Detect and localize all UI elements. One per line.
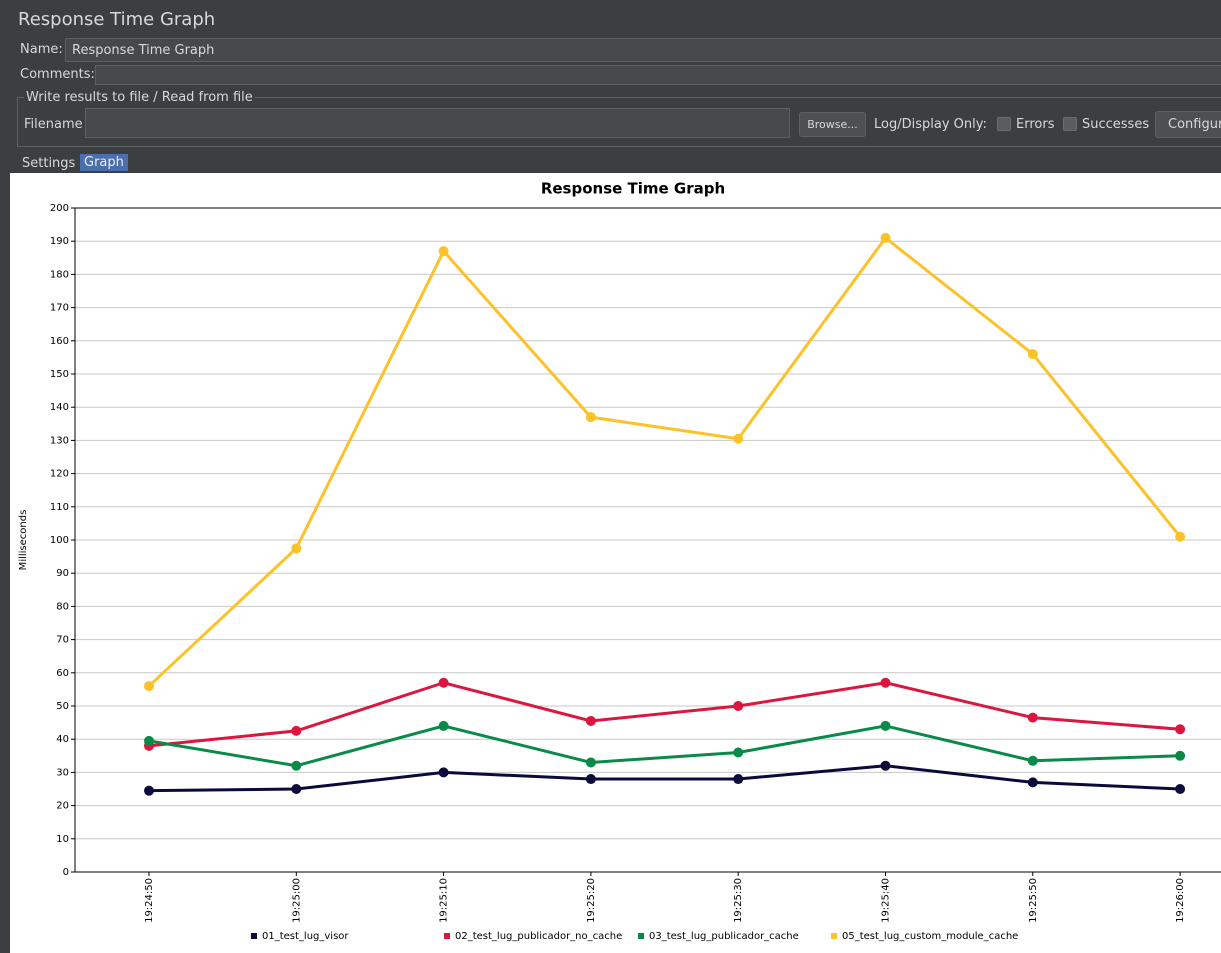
y-tick-label: 40	[56, 734, 69, 745]
y-tick-label: 120	[50, 469, 69, 480]
x-tick-label: 19:25:00	[291, 878, 302, 923]
data-point	[733, 701, 744, 711]
data-point	[880, 760, 891, 771]
name-field[interactable]: Response Time Graph	[65, 38, 1221, 62]
data-point	[880, 232, 891, 243]
browse-button[interactable]: Browse...	[799, 112, 866, 137]
data-point	[1175, 724, 1186, 735]
legend-swatch	[638, 933, 644, 939]
data-point	[585, 412, 596, 423]
data-point	[1175, 750, 1186, 761]
y-tick-label: 10	[56, 834, 69, 845]
y-tick-label: 70	[56, 635, 69, 646]
settings-tab[interactable]: Settings	[22, 156, 76, 171]
data-point	[585, 757, 596, 768]
chart-background	[10, 173, 1221, 953]
legend-swatch	[251, 933, 257, 939]
name-value: Response Time Graph	[72, 43, 215, 58]
data-point	[585, 774, 596, 785]
series-line	[148, 681, 1181, 748]
data-point	[1027, 712, 1038, 723]
group-box	[17, 97, 1221, 147]
log-label: Log/Display Only:	[874, 117, 987, 132]
series-line	[147, 235, 1182, 688]
window-title: Response Time Graph	[18, 9, 216, 30]
data-point	[144, 735, 154, 746]
filename-label: Filename	[24, 117, 83, 132]
y-tick-label: 150	[50, 369, 69, 380]
legend-swatch	[444, 933, 450, 939]
data-point	[585, 715, 596, 726]
data-point	[438, 246, 449, 257]
y-tick-label: 60	[56, 668, 69, 679]
x-tick-label: 19:26:00	[1175, 878, 1186, 923]
data-point	[438, 720, 449, 731]
y-tick-label: 160	[50, 336, 69, 347]
y-tick-label: 80	[56, 601, 69, 612]
data-point	[1027, 349, 1038, 360]
legend-label: 01_test_lug_visor	[262, 931, 349, 942]
y-tick-label: 0	[63, 867, 69, 878]
y-tick-label: 100	[50, 535, 69, 546]
legend-label: 05_test_lug_custom_module_cache	[842, 931, 1018, 942]
y-tick-label: 140	[50, 402, 69, 413]
name-label: Name:	[20, 42, 63, 57]
data-point	[291, 784, 302, 794]
errors-label: Errors	[1016, 117, 1055, 132]
data-point	[1027, 755, 1038, 766]
data-point	[1175, 531, 1186, 542]
data-point	[144, 785, 154, 796]
comments-field[interactable]	[95, 65, 1221, 85]
series-line	[148, 764, 1181, 793]
legend-label: 02_test_lug_publicador_no_cache	[455, 931, 622, 942]
y-tick-label: 130	[50, 435, 69, 446]
x-tick-label: 19:25:30	[733, 878, 744, 923]
y-axis-label: Milliseconds	[18, 510, 29, 571]
y-tick-label: 90	[56, 568, 69, 579]
y-tick-label: 50	[56, 701, 69, 712]
y-tick-label: 110	[50, 502, 69, 513]
graph-tab[interactable]: Graph	[80, 154, 128, 171]
y-tick-label: 190	[50, 236, 69, 247]
data-point	[733, 433, 744, 444]
series-line	[148, 724, 1181, 768]
y-tick-label: 180	[50, 269, 69, 280]
data-point	[1027, 777, 1038, 788]
x-tick-label: 19:24:50	[144, 878, 155, 923]
x-tick-label: 19:25:10	[439, 878, 450, 923]
configure-button[interactable]: Configure	[1155, 111, 1221, 138]
data-point	[291, 760, 302, 771]
y-tick-label: 30	[56, 767, 69, 778]
data-point	[1175, 784, 1186, 794]
x-tick-label: 19:25:40	[881, 878, 892, 923]
data-point	[733, 747, 744, 758]
y-tick-label: 170	[50, 303, 69, 314]
data-point	[733, 774, 744, 785]
legend-swatch	[831, 933, 837, 939]
data-point	[438, 767, 449, 778]
group-title: Write results to file / Read from file	[24, 90, 255, 105]
filename-field[interactable]	[85, 108, 790, 138]
comments-label: Comments:	[20, 67, 95, 82]
chart: Response Time Graph Milliseconds 0 10 20 30…	[10, 173, 1221, 953]
data-point	[291, 725, 302, 736]
data-point	[880, 720, 891, 731]
data-point	[880, 677, 891, 688]
errors-checkbox[interactable]	[997, 117, 1011, 131]
successes-checkbox[interactable]	[1063, 117, 1077, 131]
data-point	[438, 677, 449, 688]
chart-title: Response Time Graph	[541, 180, 725, 198]
y-tick-label: 20	[56, 801, 69, 812]
successes-label: Successes	[1082, 117, 1150, 132]
x-tick-label: 19:25:20	[586, 878, 597, 923]
legend-label: 03_test_lug_publicador_cache	[649, 931, 799, 942]
y-tick-label: 200	[50, 203, 69, 214]
data-point	[144, 681, 154, 692]
data-point	[291, 543, 302, 554]
x-tick-label: 19:25:50	[1028, 878, 1039, 923]
